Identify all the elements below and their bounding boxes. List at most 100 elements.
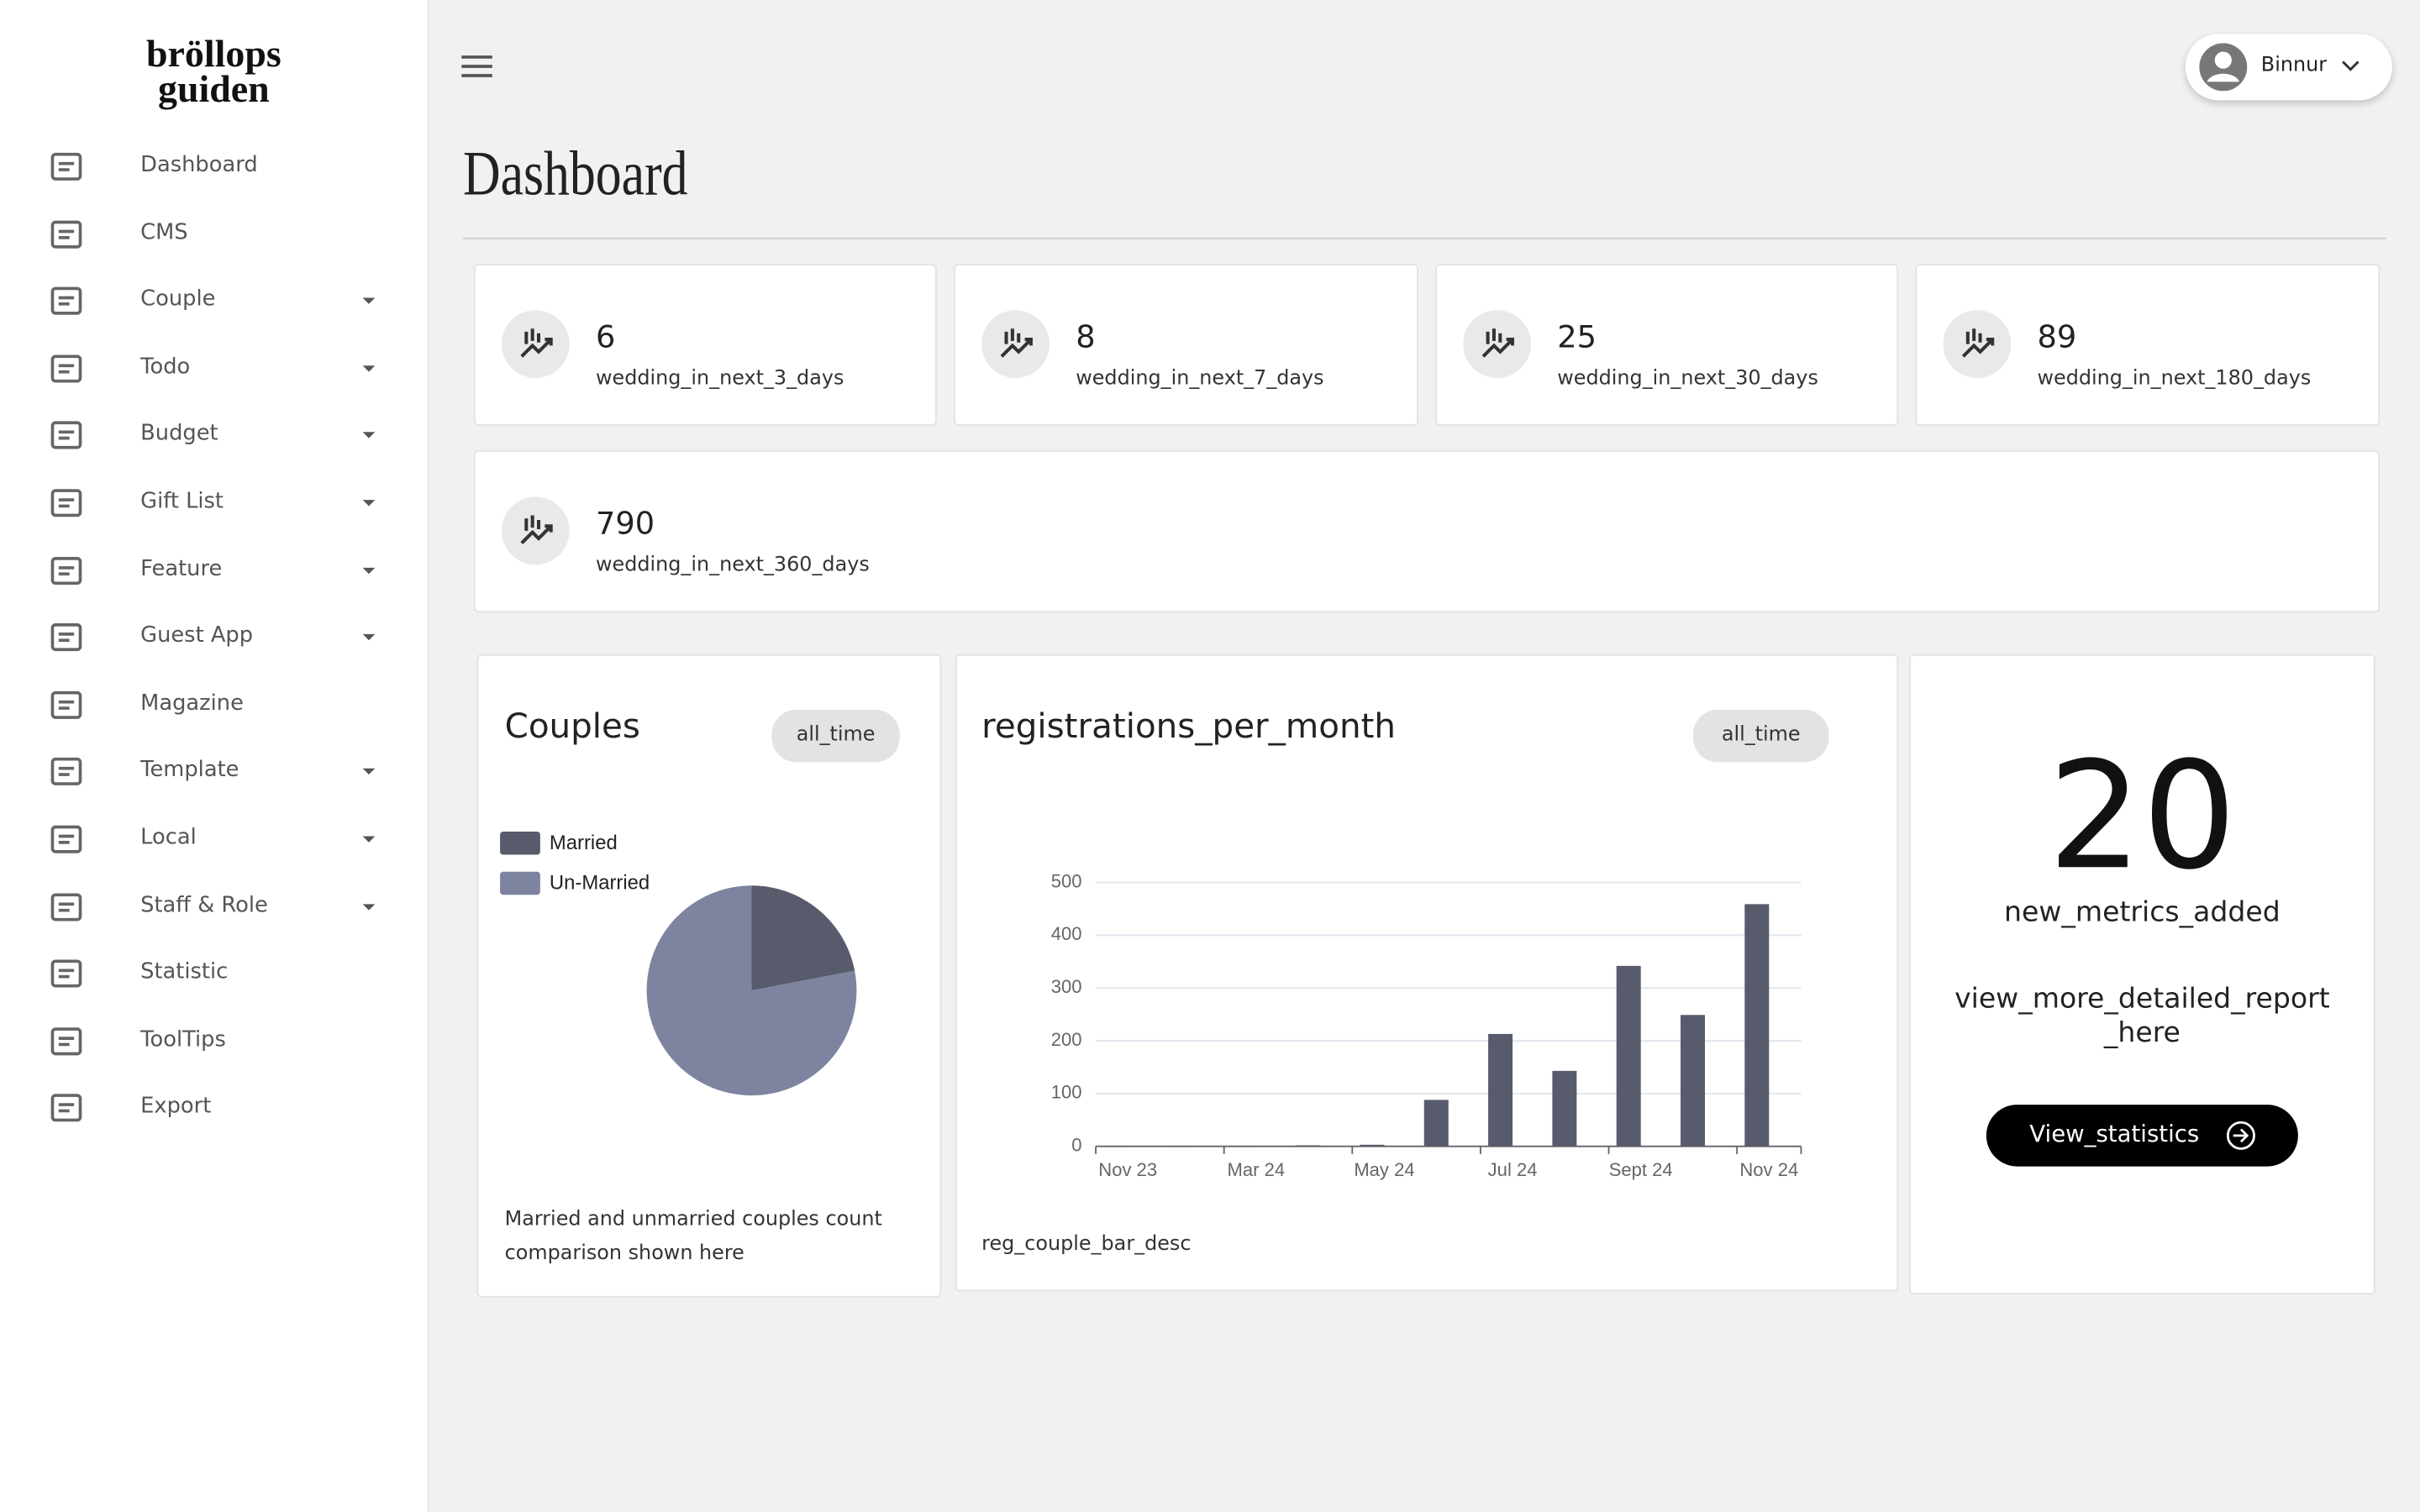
- trend-icon: [1481, 328, 1515, 358]
- card-title: Couples: [504, 708, 640, 747]
- nav-icon: [50, 152, 82, 181]
- metric-value: 20: [2048, 729, 2237, 903]
- nav-icon: [50, 959, 82, 988]
- submenu-arrow: [362, 433, 376, 439]
- nav-label: Magazine: [140, 690, 244, 716]
- menu-toggle[interactable]: [461, 54, 492, 78]
- nav-label: Staff & Role: [140, 892, 268, 918]
- nav-item[interactable]: Template: [0, 749, 428, 795]
- nav-label: ToolTips: [140, 1026, 226, 1053]
- stat-value: 8: [1076, 318, 1096, 355]
- nav-icon: [50, 892, 82, 921]
- nav-icon: [50, 286, 82, 316]
- nav-item[interactable]: Dashboard: [0, 144, 428, 190]
- nav-label: Gift List: [140, 489, 224, 514]
- submenu-arrow: [362, 903, 376, 910]
- submenu-arrow: [362, 365, 376, 372]
- stat-label: wedding_in_next_3_days: [595, 367, 844, 391]
- card-title: registrations_per_month: [981, 708, 1397, 747]
- submenu-arrow: [362, 500, 376, 507]
- nav-icon: [50, 422, 82, 450]
- stat-value: 89: [2037, 318, 2077, 355]
- filter-button[interactable]: all_time: [1692, 709, 1829, 763]
- nav-label: Feature: [140, 556, 223, 581]
- nav-icon: [50, 623, 82, 652]
- filter-button[interactable]: all_time: [771, 709, 900, 763]
- nav-icon: [50, 758, 82, 786]
- nav-icon: [50, 219, 82, 248]
- logo: guiden: [158, 69, 270, 112]
- nav-label: Todo: [140, 354, 191, 380]
- nav-icon: [50, 556, 82, 585]
- nav-label: Local: [140, 825, 197, 851]
- submenu-arrow: [362, 634, 376, 641]
- nav-item[interactable]: Magazine: [0, 681, 428, 727]
- divider: [463, 237, 2386, 239]
- stat-card: 6 wedding_in_next_3_days: [473, 264, 937, 426]
- trend-icon: [1961, 328, 1995, 358]
- sidebar: bröllops guiden Dashboard CMS Couple Todo Bu…: [0, 0, 429, 1512]
- nav-item[interactable]: Todo: [0, 345, 428, 391]
- trend-icon: [520, 328, 553, 358]
- stat-icon: [1943, 310, 2012, 378]
- submenu-arrow: [362, 567, 376, 574]
- nav-icon: [50, 690, 82, 719]
- page-title: Dashboard: [463, 137, 688, 208]
- nav-label: Couple: [140, 286, 216, 312]
- avatar: [2199, 43, 2248, 92]
- nav-icon: [50, 354, 82, 383]
- nav-item[interactable]: Local: [0, 816, 428, 863]
- stat-card: 25 wedding_in_next_30_days: [1435, 264, 1899, 426]
- trend-icon: [520, 515, 553, 544]
- nav-item[interactable]: Gift List: [0, 480, 428, 526]
- chevron: [2342, 60, 2360, 71]
- nav-icon: [50, 825, 82, 853]
- view-statistics-button[interactable]: View_statistics: [1986, 1105, 2298, 1167]
- nav-item[interactable]: Feature: [0, 547, 428, 593]
- nav-label: Export: [140, 1094, 212, 1120]
- user-menu[interactable]: Binnur: [2185, 34, 2392, 101]
- nav-item[interactable]: Export: [0, 1085, 428, 1131]
- button-label: View_statistics: [2029, 1120, 2200, 1148]
- trend-icon: [1000, 328, 1033, 358]
- stat-label: wedding_in_next_30_days: [1557, 367, 1818, 391]
- nav-icon: [50, 1094, 82, 1123]
- submenu-arrow: [362, 769, 376, 775]
- stat-icon: [501, 310, 570, 378]
- nav-label: Guest App: [140, 623, 254, 648]
- card-description: Married and unmarried couples count comp…: [504, 1208, 882, 1266]
- nav-item[interactable]: Guest App: [0, 614, 428, 660]
- nav-item[interactable]: CMS: [0, 211, 428, 257]
- report-link[interactable]: view_more_detailed_report_here: [1954, 982, 2330, 1049]
- submenu-arrow: [362, 297, 376, 305]
- nav-label: Statistic: [140, 959, 229, 985]
- nav-label: Dashboard: [140, 152, 258, 178]
- stat-card: 790 wedding_in_next_360_days: [473, 450, 2381, 613]
- nav-label: CMS: [140, 219, 188, 245]
- metric-label: new_metrics_added: [2004, 896, 2281, 929]
- stat-label: wedding_in_next_360_days: [595, 554, 870, 577]
- user-name: Binnur: [2260, 54, 2328, 77]
- nav-item[interactable]: Staff & Role: [0, 884, 428, 930]
- couples-card: Couples all_time Married and unmarried c…: [476, 654, 942, 1298]
- stat-value: 6: [595, 318, 616, 355]
- nav-label: Budget: [140, 422, 218, 447]
- stat-icon: [981, 310, 1050, 378]
- arrow-icon: [2226, 1121, 2255, 1150]
- nav-icon: [50, 1026, 82, 1055]
- registrations-card: registrations_per_month all_time reg_cou…: [955, 654, 1899, 1292]
- logo: bröllops: [146, 34, 281, 76]
- stat-card: 89 wedding_in_next_180_days: [1915, 264, 2381, 426]
- metric-card: 20 new_metrics_added view_more_detailed_…: [1909, 654, 2375, 1295]
- nav-item[interactable]: Statistic: [0, 951, 428, 997]
- stat-value: 790: [595, 504, 655, 542]
- stat-label: wedding_in_next_180_days: [2037, 367, 2312, 391]
- nav-item[interactable]: ToolTips: [0, 1018, 428, 1064]
- stat-label: wedding_in_next_7_days: [1076, 367, 1324, 391]
- nav-icon: [50, 489, 82, 517]
- card-description: reg_couple_bar_desc: [981, 1232, 1192, 1257]
- nav-item[interactable]: Budget: [0, 412, 428, 459]
- nav-item[interactable]: Couple: [0, 278, 428, 324]
- stat-value: 25: [1557, 318, 1597, 355]
